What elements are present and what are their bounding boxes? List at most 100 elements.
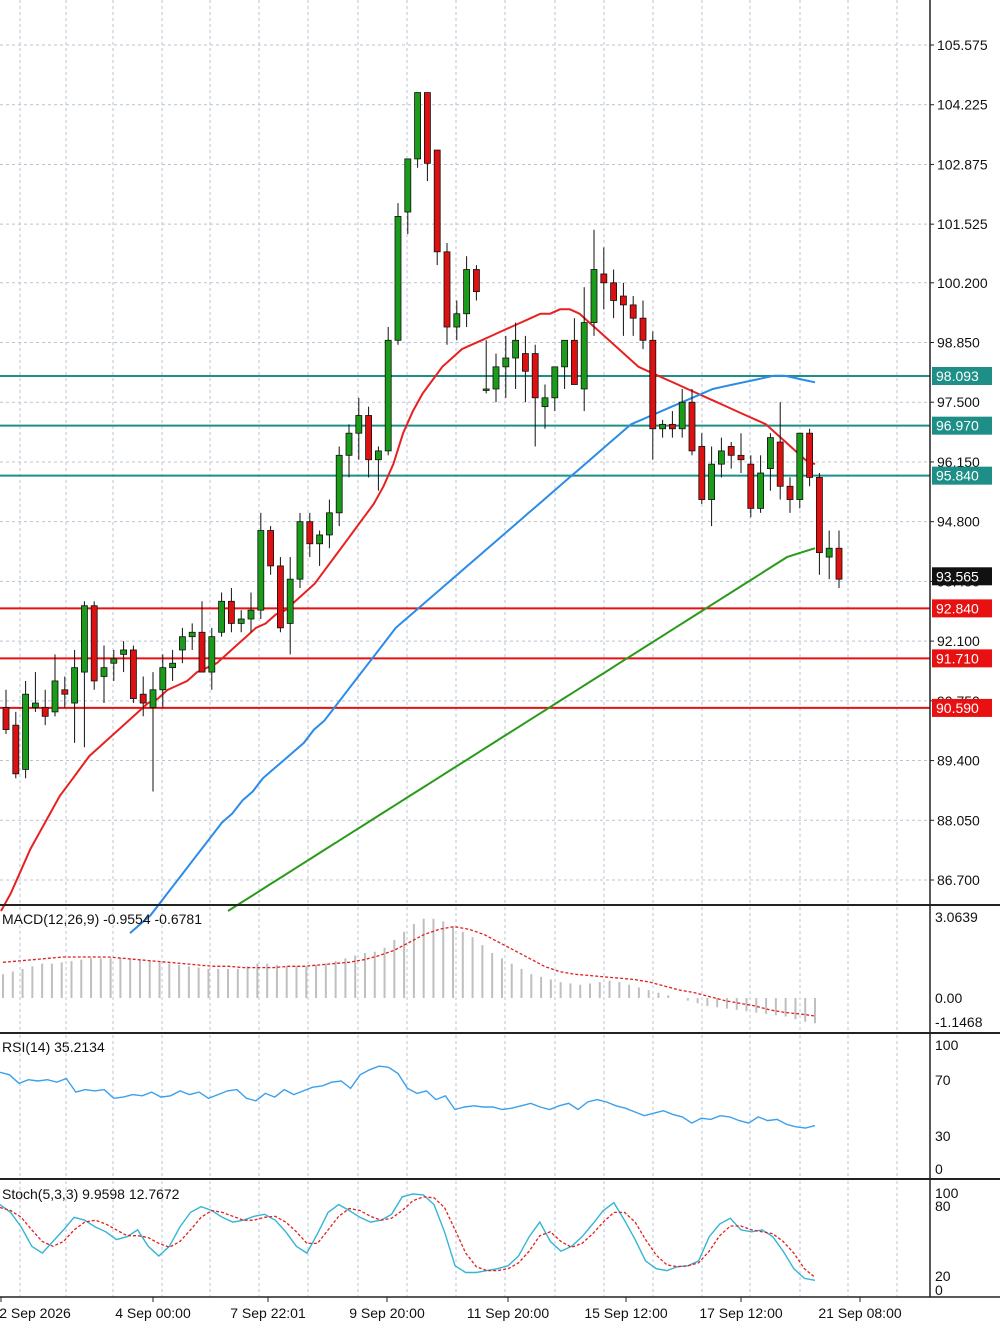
candle-up xyxy=(286,578,294,624)
candle-up xyxy=(453,313,461,328)
rsi-y-tick-label: 30 xyxy=(935,1128,951,1144)
candle-up xyxy=(678,401,686,430)
frame-layer xyxy=(0,0,1000,1298)
candle-down xyxy=(365,415,373,461)
price-y-tick-label: 105.575 xyxy=(937,37,988,53)
candle-up xyxy=(247,609,255,620)
candle-down xyxy=(786,485,794,500)
candle-down xyxy=(688,401,696,452)
candle-down xyxy=(267,530,275,567)
candle-down xyxy=(227,600,235,624)
candle-down xyxy=(816,477,823,554)
candle-up xyxy=(345,432,353,456)
candle-up xyxy=(541,397,549,408)
candle-up xyxy=(188,631,196,638)
candle-up xyxy=(169,662,177,669)
candle-up xyxy=(590,269,598,323)
price-y-tick-label: 97.500 xyxy=(937,394,980,410)
candle-down xyxy=(620,295,627,306)
candle-down xyxy=(737,454,745,461)
candle-up xyxy=(757,472,764,509)
resistance-price-tag: 96.970 xyxy=(936,418,979,434)
candle-up xyxy=(463,269,471,315)
candle-up xyxy=(502,357,510,368)
candle-up xyxy=(81,605,88,673)
candle-up xyxy=(394,216,402,341)
candle-up xyxy=(32,702,39,708)
price-y-tick-label: 102.875 xyxy=(937,156,988,172)
support-price-tag: 90.590 xyxy=(936,700,979,716)
macd-label: MACD(12,26,9) -0.9554 -0.6781 xyxy=(2,911,202,927)
stoch-label: Stoch(5,3,3) 9.9598 12.7672 xyxy=(2,1186,180,1202)
resistance-price-tag-bg xyxy=(932,416,992,435)
candle-down xyxy=(306,521,314,545)
candle-up xyxy=(316,534,324,545)
candle-up xyxy=(374,450,382,461)
candle-down xyxy=(443,251,451,328)
candle-up xyxy=(149,689,157,708)
candle-down xyxy=(727,446,735,456)
candle-up xyxy=(580,322,588,390)
price-y-tick-label: 104.225 xyxy=(937,97,988,113)
current-price-tag: 93.565 xyxy=(936,568,979,584)
candle-up xyxy=(159,667,167,691)
candle-up xyxy=(208,636,216,673)
candle-down xyxy=(806,432,813,478)
price-y-tick-label: 96.150 xyxy=(937,454,980,470)
resistance-price-tag-bg xyxy=(932,366,992,385)
candle-up xyxy=(561,339,568,368)
candle-up xyxy=(51,680,59,713)
candle-down xyxy=(90,605,98,682)
support-price-tag-bg xyxy=(932,698,992,717)
candle-up xyxy=(325,512,333,536)
rsi-line xyxy=(0,1065,816,1129)
ma-fast-line xyxy=(0,308,816,912)
ma-mid-line xyxy=(129,374,816,934)
price-panel xyxy=(0,92,930,934)
candle-down xyxy=(571,339,578,385)
ma-slow-line xyxy=(227,547,816,912)
candle-down xyxy=(2,707,10,730)
candle-down xyxy=(531,353,539,399)
candle-down xyxy=(41,707,49,717)
stoch-panel: Stoch(5,3,3) 9.9598 12.7672 xyxy=(0,1186,816,1281)
support-price-tag: 91.710 xyxy=(936,650,979,666)
resistance-price-tag-bg xyxy=(932,466,992,485)
support-price-tag-bg xyxy=(932,649,992,668)
candle-down xyxy=(12,724,20,775)
price-y-tick-label: 101.525 xyxy=(937,216,988,232)
stoch-y-tick-label: 80 xyxy=(935,1198,951,1214)
x-tick-label: 4 Sep 00:00 xyxy=(115,1305,191,1321)
stoch-y-tick-label: 0 xyxy=(935,1282,943,1298)
resistance-price-tag: 98.093 xyxy=(936,368,979,384)
axis-layer: 105.575 104.225 102.875 101.525 100.200 98.85… xyxy=(0,37,992,1321)
resistance-price-tag: 95.840 xyxy=(936,468,979,484)
support-price-tag: 92.840 xyxy=(936,600,979,616)
support-price-tag-bg xyxy=(932,599,992,618)
rsi-y-tick-label: 0 xyxy=(935,1161,943,1177)
price-y-tick-label: 92.100 xyxy=(937,633,980,649)
candle-down xyxy=(639,317,647,341)
candle-up xyxy=(767,437,774,469)
candle-up xyxy=(482,388,490,391)
candle-down xyxy=(522,353,529,372)
candle-down xyxy=(600,273,608,284)
candle-up xyxy=(296,521,304,580)
candle-up xyxy=(796,432,804,500)
candle-up xyxy=(110,658,118,664)
macd-y-tick-label: -1.1468 xyxy=(935,1014,983,1030)
candle-down xyxy=(129,649,137,700)
candle-down xyxy=(276,565,284,629)
candle-up xyxy=(218,600,226,633)
stoch-signal-line xyxy=(0,1196,816,1278)
candle-up xyxy=(335,454,343,514)
candle-down xyxy=(61,689,69,695)
candle-down xyxy=(139,693,147,704)
candle-up xyxy=(551,366,559,399)
candle-up xyxy=(825,547,833,558)
x-tick-label: 11 Sep 20:00 xyxy=(467,1305,549,1321)
x-tick-label: 17 Sep 12:00 xyxy=(699,1305,783,1321)
stoch-y-tick-label: 20 xyxy=(935,1268,951,1284)
candle-down xyxy=(776,441,784,487)
candle-up xyxy=(718,450,725,465)
